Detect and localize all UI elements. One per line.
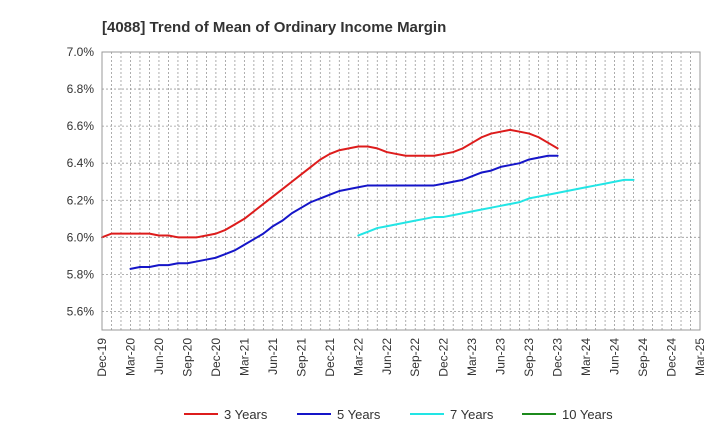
legend: 3 Years 5 Years 7 Years 10 Years: [184, 407, 613, 422]
x-tick-label: Jun-22: [380, 338, 394, 375]
x-tick-label: Mar-21: [237, 338, 251, 376]
x-tick-label: Dec-20: [209, 338, 223, 377]
x-tick-label: Mar-23: [465, 338, 479, 376]
plot-frame: [101, 51, 701, 331]
x-tick-label: Dec-19: [95, 338, 109, 377]
y-tick-label: 6.8%: [67, 82, 95, 96]
chart-title: [4088] Trend of Mean of Ordinary Income …: [102, 19, 446, 36]
y-axis: 5.6% 5.8% 6.0% 6.2% 6.4% 6.6% 6.8% 7.0%: [67, 45, 95, 318]
y-tick-label: 6.2%: [67, 193, 95, 207]
x-tick-label: Dec-23: [551, 338, 565, 377]
legend-label: 10 Years: [562, 407, 613, 422]
x-tick-label: Jun-20: [152, 338, 166, 375]
x-tick-label: Sep-23: [522, 338, 536, 377]
x-tick-label: Sep-22: [408, 338, 422, 377]
x-tick-label: Mar-22: [351, 338, 365, 376]
series-lines: [101, 128, 635, 270]
x-tick-label: Jun-21: [266, 338, 280, 375]
y-tick-label: 7.0%: [67, 45, 95, 59]
y-tick-label: 6.0%: [67, 230, 95, 244]
legend-label: 7 Years: [450, 407, 494, 422]
x-tick-label: Dec-24: [665, 338, 679, 377]
y-tick-label: 6.6%: [67, 119, 95, 133]
legend-label: 5 Years: [337, 407, 381, 422]
x-tick-label: Dec-22: [437, 338, 451, 377]
series-line: [129, 154, 559, 270]
x-tick-label: Mar-24: [579, 338, 593, 376]
y-tick-label: 5.6%: [67, 304, 95, 318]
x-tick-label: Sep-21: [294, 338, 308, 377]
x-tick-label: Jun-23: [494, 338, 508, 375]
legend-label: 3 Years: [224, 407, 268, 422]
x-tick-label: Dec-21: [323, 338, 337, 377]
x-axis: Dec-19 Mar-20 Jun-20 Sep-20 Dec-20 Mar-21 Jun-…: [95, 338, 707, 377]
x-tick-label: Mar-20: [123, 338, 137, 376]
x-tick-label: Jun-24: [608, 338, 622, 375]
series-line: [101, 128, 559, 239]
x-tick-label: Sep-24: [636, 338, 650, 377]
grid: [101, 51, 701, 330]
y-tick-label: 5.8%: [67, 267, 95, 281]
x-tick-label: Sep-20: [180, 338, 194, 377]
series-line: [357, 178, 635, 237]
x-tick-label: Mar-25: [693, 338, 707, 376]
y-tick-label: 6.4%: [67, 156, 95, 170]
